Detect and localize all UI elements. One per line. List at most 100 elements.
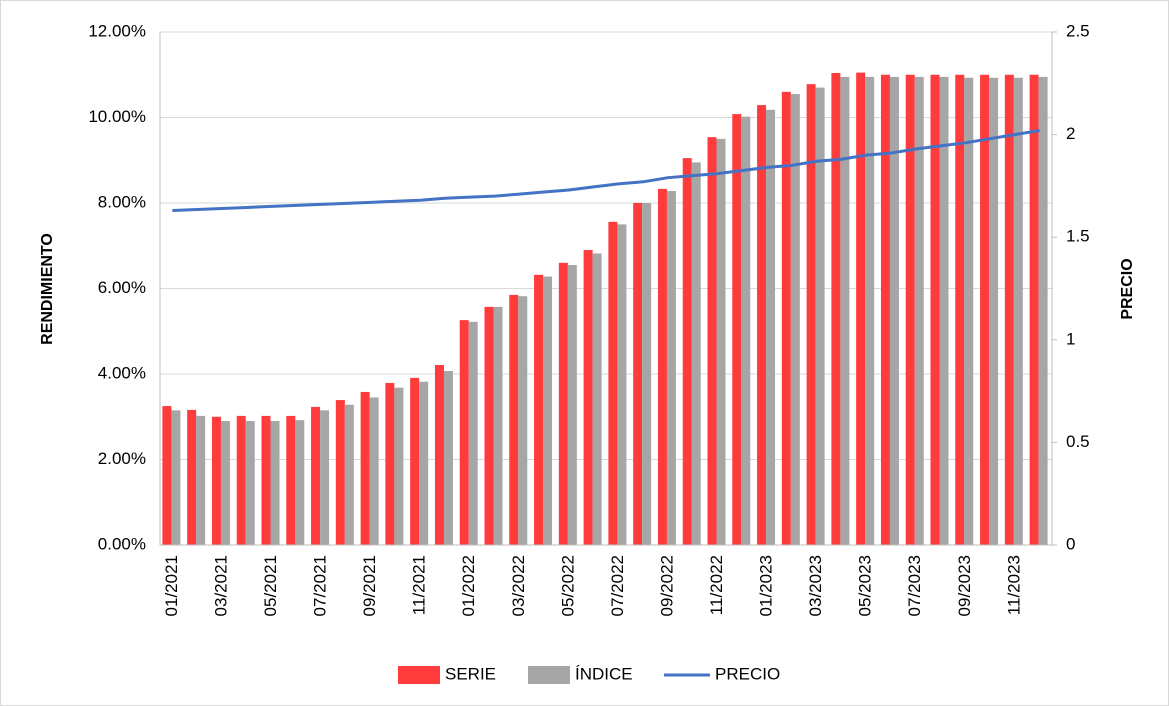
x-tick-label: 09/2021: [360, 555, 379, 616]
x-tick-label: 11/2021: [410, 555, 429, 615]
y2-tick-label: 0: [1066, 534, 1075, 553]
bar: [716, 138, 726, 545]
x-tick-label: 05/2022: [558, 555, 577, 616]
bar: [617, 224, 627, 545]
bar: [162, 406, 172, 545]
bar: [360, 391, 370, 545]
bar: [211, 416, 221, 545]
legend-label: PRECIO: [715, 664, 780, 683]
bar: [270, 421, 280, 545]
bar: [567, 264, 577, 545]
bar: [443, 371, 453, 545]
bar: [790, 93, 800, 546]
y2-tick-label: 2.5: [1066, 21, 1090, 40]
x-tick-label: 03/2022: [509, 555, 528, 616]
bar: [815, 87, 825, 545]
bar: [1004, 74, 1014, 545]
bar: [766, 109, 776, 546]
bar: [939, 76, 949, 545]
bar: [369, 397, 379, 545]
bar: [320, 410, 330, 545]
bar: [955, 74, 965, 545]
bar: [493, 306, 503, 545]
bar: [534, 274, 544, 545]
bar: [930, 74, 940, 545]
x-tick-label: 09/2023: [955, 555, 974, 616]
bar: [707, 137, 717, 546]
y-tick-label: 12.00%: [88, 21, 146, 40]
bar: [880, 74, 890, 545]
bar: [1029, 74, 1039, 545]
bar: [295, 420, 305, 545]
bar: [220, 421, 230, 545]
x-tick-label: 11/2022: [707, 555, 726, 615]
bar: [741, 116, 751, 546]
bar: [344, 404, 354, 545]
y-tick-label: 8.00%: [98, 192, 146, 211]
bar: [385, 382, 395, 545]
bar: [410, 377, 420, 545]
y-tick-label: 2.00%: [98, 449, 146, 468]
bar: [286, 415, 296, 545]
bar: [865, 76, 875, 545]
x-tick-label: 09/2022: [657, 555, 676, 616]
y-tick-label: 4.00%: [98, 363, 146, 382]
line: [172, 129, 1040, 213]
bar: [682, 158, 692, 546]
bar: [840, 76, 850, 545]
bar: [642, 203, 652, 545]
bar: [484, 306, 494, 545]
bar: [196, 415, 206, 545]
y2-tick-label: 0.5: [1066, 432, 1090, 451]
bar: [459, 320, 469, 545]
bar: [543, 276, 553, 545]
y-axis-title: RENDIMIENTO: [39, 233, 56, 345]
legend-swatch: [398, 666, 440, 684]
y2-tick-label: 1: [1066, 329, 1075, 348]
bar: [691, 162, 701, 545]
y2-tick-label: 1.5: [1066, 227, 1090, 246]
bar: [989, 77, 999, 546]
legend-label: ÍNDICE: [575, 664, 633, 683]
bar: [245, 421, 255, 545]
y-tick-label: 10.00%: [88, 107, 146, 126]
x-tick-label: 03/2023: [806, 555, 825, 616]
bar: [171, 410, 181, 545]
bar: [394, 387, 404, 545]
bar: [980, 74, 990, 545]
bar: [236, 415, 246, 545]
bar: [905, 74, 915, 545]
bar: [434, 365, 444, 545]
bar: [831, 73, 841, 545]
bar: [666, 191, 676, 545]
bar: [261, 415, 271, 545]
bar: [757, 105, 767, 545]
y-tick-label: 6.00%: [98, 278, 146, 297]
bar: [558, 262, 568, 545]
x-tick-label: 07/2023: [905, 555, 924, 616]
bar: [468, 321, 478, 545]
bar: [608, 221, 618, 545]
bar: [781, 91, 791, 545]
bar: [1013, 77, 1023, 546]
bar: [509, 294, 519, 545]
bar: [856, 72, 866, 546]
bar: [889, 76, 899, 545]
x-tick-label: 11/2023: [1004, 555, 1023, 615]
bar: [419, 381, 429, 545]
x-tick-label: 03/2021: [211, 555, 230, 616]
y2-axis-title: PRECIO: [1119, 258, 1136, 319]
y2-tick-label: 2: [1066, 124, 1075, 143]
bar: [518, 296, 528, 545]
bar: [187, 409, 197, 545]
y-tick-label: 0.00%: [98, 534, 146, 553]
x-tick-label: 01/2023: [757, 555, 776, 616]
bar: [592, 253, 602, 545]
bar: [311, 406, 321, 545]
bar: [732, 114, 742, 545]
legend-label: SERIE: [445, 664, 496, 683]
x-tick-label: 07/2022: [608, 555, 627, 616]
bar: [964, 77, 974, 546]
bar: [583, 250, 593, 545]
